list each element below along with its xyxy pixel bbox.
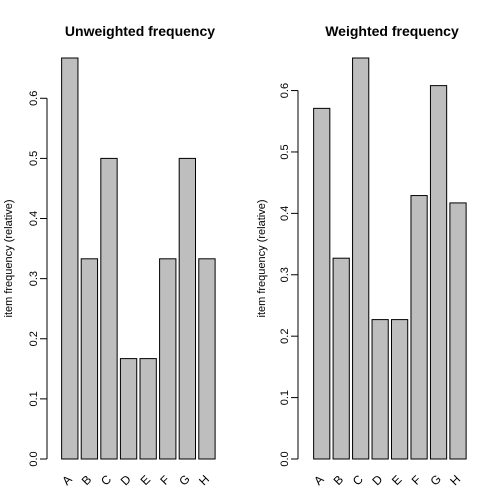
bar-B: [332, 257, 350, 460]
chart-title: Weighted frequency: [325, 23, 459, 39]
y-tick-label: 0.1: [28, 391, 40, 406]
y-tick-label: 0.2: [279, 329, 291, 344]
y-tick-label: 0.4: [279, 206, 291, 221]
y-tick-label: 0.0: [279, 451, 291, 466]
bar-E: [391, 319, 409, 460]
bar-D: [371, 319, 389, 460]
chart-title: Unweighted frequency: [65, 23, 215, 39]
y-tick-label: 0.1: [279, 390, 291, 405]
y-tick-label: 0.3: [28, 271, 40, 286]
y-tick-label: 0.5: [28, 151, 40, 166]
y-tick-label: 0.4: [28, 211, 40, 226]
bar-F: [159, 258, 177, 460]
y-tick-label: 0.6: [279, 83, 291, 98]
bar-H: [449, 202, 467, 460]
bar-C: [352, 57, 370, 460]
y-tick-label: 0.5: [279, 144, 291, 159]
y-tick-label: 0.3: [279, 267, 291, 282]
bar-B: [80, 258, 99, 460]
bar-F: [410, 195, 428, 460]
bar-H: [198, 258, 216, 460]
bar-E: [139, 358, 157, 460]
bar-A: [61, 57, 79, 460]
bar-D: [119, 358, 138, 460]
y-tick-label: 0.0: [28, 451, 40, 466]
y-axis-label: item frequency (relative): [3, 200, 15, 318]
bar-A: [313, 107, 331, 460]
y-axis-label: item frequency (relative): [256, 200, 268, 318]
y-tick-label: 0.6: [28, 91, 40, 106]
bar-G: [429, 85, 448, 460]
bar-C: [100, 157, 118, 460]
bar-G: [178, 157, 197, 460]
y-tick-label: 0.2: [28, 331, 40, 346]
